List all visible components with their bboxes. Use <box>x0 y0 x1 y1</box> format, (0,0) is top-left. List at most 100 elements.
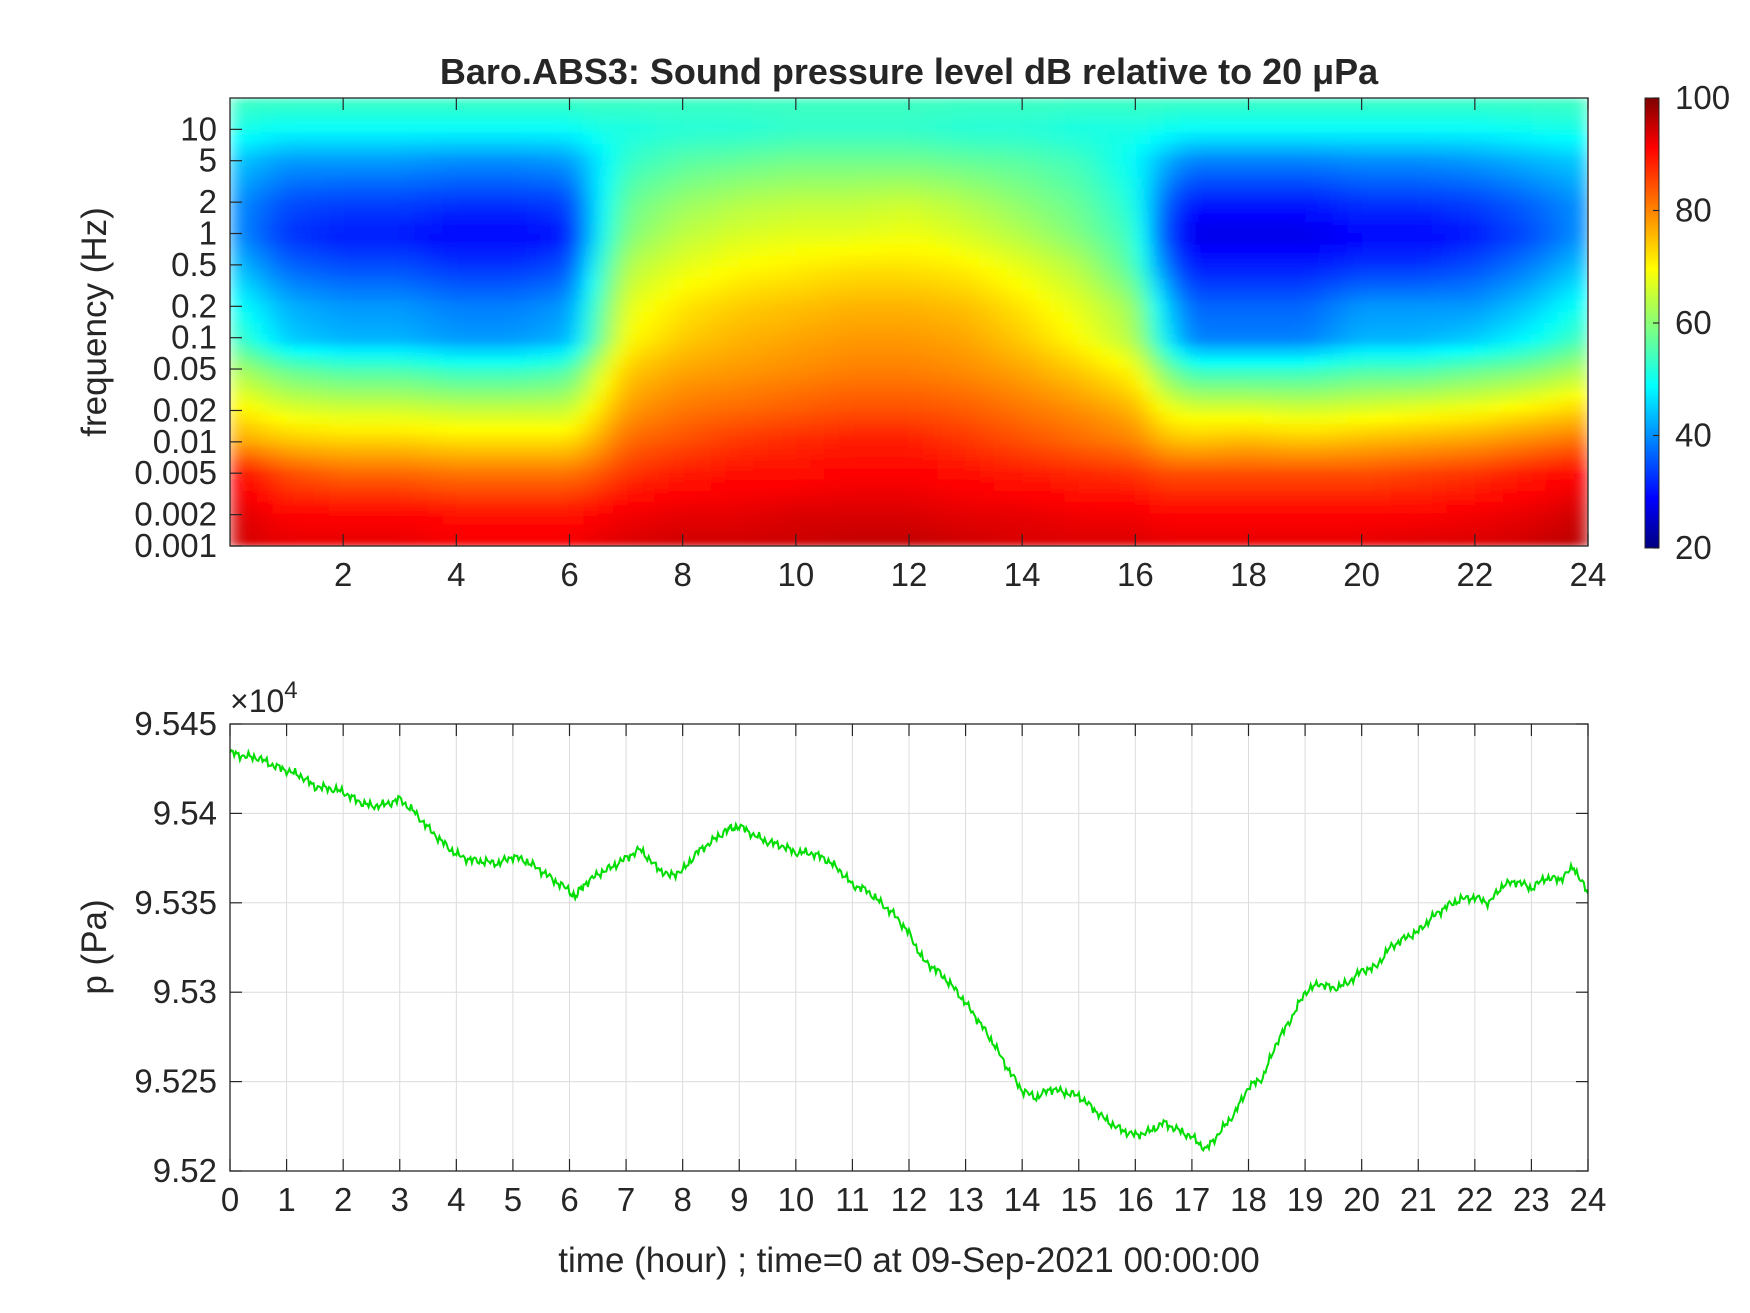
spectrogram-cell <box>767 210 783 223</box>
spectrogram-cell <box>1050 501 1066 514</box>
spectrogram-cell <box>1206 456 1222 469</box>
spectrogram-cell <box>1135 254 1151 267</box>
spectrogram-cell <box>258 523 274 536</box>
spectrogram-cell <box>1305 422 1321 435</box>
spectrogram-cell <box>1559 378 1575 391</box>
spectrogram-cell <box>442 456 458 469</box>
spectrogram-cell <box>1517 445 1533 458</box>
spectrogram-cell <box>329 422 345 435</box>
spectrogram-cell <box>1389 232 1406 245</box>
spectrogram-cell <box>329 299 345 312</box>
spectrogram-cell <box>668 344 684 357</box>
spectrogram-cell <box>527 344 543 357</box>
spectrogram-cell <box>1305 154 1321 167</box>
spectrogram-cell <box>1432 109 1448 122</box>
spectrogram-cell <box>993 355 1010 368</box>
spectrogram-cell <box>1248 210 1264 223</box>
spectrogram-cell <box>866 254 882 267</box>
spectrogram-cell <box>385 109 401 122</box>
spectrogram-cell <box>1107 254 1123 267</box>
spectrogram-cell <box>894 98 910 111</box>
spectrogram-cell <box>1446 165 1462 178</box>
spectrogram-cell <box>1389 501 1406 514</box>
spectrogram-cell <box>1305 254 1321 267</box>
spectrogram-cell <box>329 411 345 424</box>
spectrogram-cell <box>230 523 246 536</box>
spectrogram-cell <box>979 490 995 503</box>
spectrogram-cell <box>512 378 529 391</box>
spectrogram-cell <box>385 198 401 211</box>
spectrogram-cell <box>824 198 840 211</box>
spectrogram-cell <box>442 299 458 312</box>
spectrogram-cell <box>399 243 415 256</box>
spectrogram-cell <box>258 310 274 323</box>
spectrogram-cell <box>880 221 896 234</box>
spectrogram-cell <box>1177 490 1193 503</box>
spectrogram-cell <box>1432 232 1448 245</box>
spectrogram-cell <box>597 187 613 200</box>
spectrogram-cell <box>1092 210 1109 223</box>
spectrogram-cell <box>852 120 868 133</box>
spectrogram-cell <box>725 198 741 211</box>
spectrogram-cell <box>597 512 613 525</box>
spectrogram-cell <box>1036 98 1052 111</box>
spectrogram-cell <box>484 266 500 279</box>
spectrogram-cell <box>696 344 712 357</box>
spectrogram-cell <box>512 277 529 290</box>
spectrogram-cell <box>880 98 896 111</box>
spectrogram-cell <box>399 378 415 391</box>
spectrogram-cell <box>965 389 981 402</box>
spectrogram-cell <box>951 422 967 435</box>
spectrogram-cell <box>399 210 415 223</box>
spectrogram-cell <box>696 120 712 133</box>
spectrogram-cell <box>725 501 741 514</box>
spectrogram-cell <box>1262 456 1278 469</box>
spectrogram-cell <box>1446 366 1462 379</box>
spectrogram-cell <box>1305 109 1321 122</box>
spectrogram-cell <box>668 456 684 469</box>
spectrogram-cell <box>710 187 727 200</box>
spectrogram-cell <box>1361 490 1377 503</box>
spectrogram-cell <box>583 512 599 525</box>
spectrogram-cell <box>1078 142 1094 155</box>
spectrogram-cell <box>286 534 302 546</box>
spectrogram-cell <box>1177 254 1193 267</box>
spectrogram-cell <box>512 187 529 200</box>
spectrogram-cell <box>866 243 882 256</box>
spectrogram-cell <box>555 501 571 514</box>
spectrogram-cell <box>880 445 896 458</box>
spectrogram-y-axis-label: frequency (Hz) <box>75 207 114 437</box>
spectrogram-cell <box>909 142 925 155</box>
spectrogram-cell <box>852 176 868 189</box>
spectrogram-cell <box>1375 109 1391 122</box>
spectrogram-cell <box>725 456 741 469</box>
spectrogram-cell <box>781 131 797 144</box>
spectrogram-cell <box>343 232 359 245</box>
spectrogram-cell <box>244 456 260 469</box>
spectrogram-cell <box>1545 310 1561 323</box>
spectrogram-cell <box>1149 210 1165 223</box>
spectrogram-cell <box>1333 210 1349 223</box>
spectrogram-cell <box>456 187 472 200</box>
spectrogram-cell <box>1488 210 1505 223</box>
spectrogram-cell <box>1517 355 1533 368</box>
spectrogram-cell <box>541 176 557 189</box>
spectrogram-cell <box>527 142 543 155</box>
spectrogram-cell <box>512 232 529 245</box>
spectrogram-cell <box>258 355 274 368</box>
spectrogram-cell <box>725 378 741 391</box>
spectrogram-cell <box>583 299 599 312</box>
spectrogram-cell <box>795 501 811 514</box>
spectrogram-cell <box>583 366 599 379</box>
spectrogram-cell <box>456 344 472 357</box>
spectrogram-cell <box>1092 445 1109 458</box>
spectrogram-cell <box>993 322 1010 335</box>
spectrogram-cell <box>1064 467 1080 480</box>
spectrogram-cell <box>512 210 529 223</box>
spectrogram-cell <box>300 232 316 245</box>
spectrogram-cell <box>385 98 401 111</box>
spectrogram-cell <box>498 288 514 301</box>
spectrogram-cell <box>739 277 755 290</box>
spectrogram-cell <box>1375 165 1391 178</box>
spectrogram-cell <box>583 187 599 200</box>
